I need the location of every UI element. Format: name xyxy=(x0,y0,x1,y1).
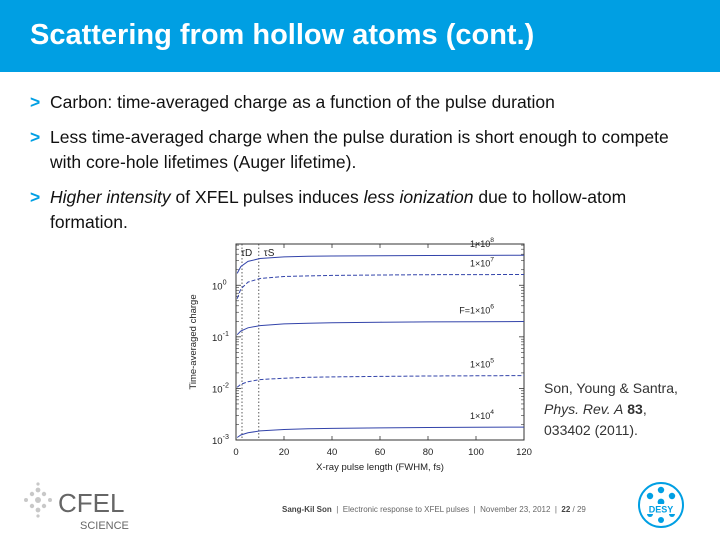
desy-logo: DESY xyxy=(636,480,686,530)
bullet-text: of XFEL pulses induces xyxy=(170,187,364,207)
footer-page: 22 xyxy=(561,505,571,514)
cfel-logo: CFEL SCIENCE xyxy=(20,480,140,535)
x-tick-label: 100 xyxy=(468,447,484,458)
bullet-item: > Higher intensity of XFEL pulses induce… xyxy=(30,185,690,235)
citation-pages: 033402 (2011). xyxy=(544,422,638,438)
citation-journal-line: Phys. Rev. A 83, xyxy=(544,401,647,417)
series-line xyxy=(236,375,525,388)
footer: Sang-Kil Son | Electronic response to XF… xyxy=(282,505,586,514)
x-tick-label: 20 xyxy=(279,447,290,458)
bullet-marker-icon: > xyxy=(30,187,41,207)
y-tick-label: 10-2 xyxy=(212,381,229,395)
x-tick-label: 40 xyxy=(327,447,338,458)
y-tick-label: 100 xyxy=(212,278,227,292)
y-tick-label: 10-3 xyxy=(212,433,229,447)
citation-journal: Phys. Rev. A xyxy=(544,401,624,417)
footer-date: November 23, 2012 xyxy=(480,505,551,514)
footer-total: / 29 xyxy=(572,505,586,514)
vline-label: τD xyxy=(241,248,252,259)
bullet-text: Less time-averaged charge when the pulse… xyxy=(50,127,669,172)
desy-logo-text: DESY xyxy=(649,505,674,515)
slide-title: Scattering from hollow atoms (cont.) xyxy=(30,19,535,51)
series-label: 1×105 xyxy=(470,358,494,370)
series-line xyxy=(236,426,525,438)
series-line xyxy=(236,321,525,336)
bullet-item: > Carbon: time-averaged charge as a func… xyxy=(30,90,690,115)
vline-label: τS xyxy=(264,248,275,259)
citation-authors: Son, Young & Santra, xyxy=(544,380,678,396)
cfel-dots-icon xyxy=(24,482,52,518)
series-label: 1×107 xyxy=(470,256,494,268)
footer-author: Sang-Kil Son xyxy=(282,505,332,514)
series-line xyxy=(236,274,525,299)
x-tick-label: 120 xyxy=(516,447,532,458)
emphasis-less-ionization: less ionization xyxy=(363,187,474,207)
charge-chart: 0 20 40 60 80 100 120 100 10-1 10-2 10-3 τD τS 1×108 1… xyxy=(186,236,540,480)
title-bar: Scattering from hollow atoms (cont.) xyxy=(0,0,720,72)
series-label: 1×108 xyxy=(470,237,494,249)
chart-svg: 0 20 40 60 80 100 120 100 10-1 10-2 10-3 τD τS 1×108 1… xyxy=(188,237,532,473)
series-label: 1×104 xyxy=(470,409,494,421)
bullet-text: Carbon: time-averaged charge as a functi… xyxy=(50,92,555,112)
x-axis-label: X-ray pulse length (FWHM, fs) xyxy=(316,462,444,473)
citation-volume: 83 xyxy=(627,401,643,417)
cfel-logo-subtext: SCIENCE xyxy=(80,520,129,532)
y-axis-label: Time-averaged charge xyxy=(188,294,199,389)
bullet-item: > Less time-averaged charge when the pul… xyxy=(30,125,690,175)
citation: Son, Young & Santra, Phys. Rev. A 83, 03… xyxy=(544,378,678,441)
bullet-text: due to hollow-atom formation. xyxy=(50,187,627,232)
emphasis-higher-intensity: Higher intensity xyxy=(50,187,171,207)
x-tick-label: 80 xyxy=(423,447,434,458)
series-line xyxy=(236,254,525,274)
x-tick-label: 0 xyxy=(233,447,238,458)
x-tick-label: 60 xyxy=(375,447,386,458)
series-label: F=1×106 xyxy=(459,304,494,316)
bullet-marker-icon: > xyxy=(30,92,41,112)
desy-ring-icon xyxy=(638,482,684,528)
footer-talk: Electronic response to XFEL pulses xyxy=(342,505,470,514)
bullet-marker-icon: > xyxy=(30,127,41,147)
bullet-list: > Carbon: time-averaged charge as a func… xyxy=(30,90,690,245)
cfel-logo-text: CFEL xyxy=(58,488,124,518)
y-tick-label: 10-1 xyxy=(212,330,229,344)
